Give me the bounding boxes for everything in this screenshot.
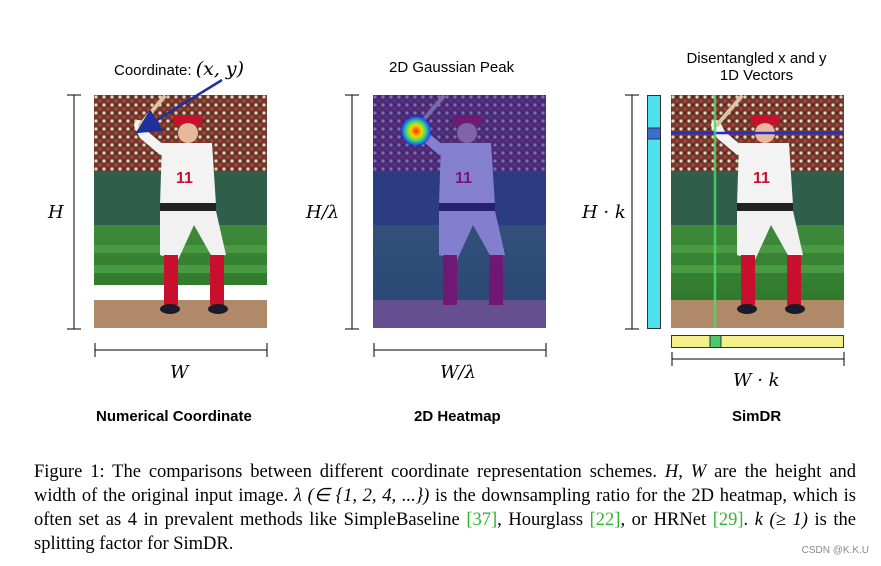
vertical-vector-peak <box>647 127 661 140</box>
caption-math-k: k (≥ 1) <box>754 510 808 530</box>
caption-text-6: . <box>743 510 755 530</box>
heatmap-title: 2D Heatmap <box>414 408 501 425</box>
simdr-height-dimension-line <box>625 94 639 330</box>
figure-caption: Figure 1: The comparisons between differ… <box>34 460 856 556</box>
heatmap-width-label: W/λ <box>440 362 476 383</box>
caption-text-5: , or HRNet <box>620 510 713 530</box>
coordinate-label-text: Coordinate: <box>114 62 196 79</box>
simdr-width-dimension-line <box>671 352 845 366</box>
simdr-illustration: 11 <box>671 95 844 328</box>
simdr-top-label: Disentangled x and y 1D Vectors <box>679 50 834 84</box>
photo-illustration: 11 <box>94 95 267 328</box>
caption-text-1: Figure 1: The comparisons between differ… <box>34 462 665 482</box>
height-dimension-line <box>67 94 81 330</box>
simdr-top-label-line2: 1D Vectors <box>719 67 794 84</box>
caption-text-4: , Hourglass <box>497 510 590 530</box>
heatmap-height-dimension-line <box>345 94 359 330</box>
baseball-player-photo: 11 <box>94 95 267 328</box>
gaussian-peak-label: 2D Gaussian Peak <box>389 59 515 76</box>
caption-math-lambda: λ (∈ {1, 2, 4, ...}) <box>293 486 430 506</box>
svg-text:11: 11 <box>176 170 193 187</box>
coordinate-arrow <box>135 78 223 134</box>
svg-text:11: 11 <box>753 170 770 187</box>
simdr-title: SimDR <box>732 408 782 425</box>
vertical-1d-vector <box>647 95 661 329</box>
simdr-width-label: W · k <box>733 370 780 391</box>
width-label: W <box>170 362 189 383</box>
gaussian-peak <box>400 115 432 147</box>
horizontal-1d-vector <box>671 335 844 348</box>
simdr-top-label-line1: Disentangled x and y <box>686 50 827 67</box>
caption-text-2: are the height and width of the original… <box>34 462 856 506</box>
watermark: CSDN @K.K.U <box>801 545 869 556</box>
width-dimension-line <box>94 343 268 357</box>
citation-link-29[interactable]: [29] <box>712 510 744 530</box>
heatmap-illustration: 11 <box>373 95 546 328</box>
caption-math-hw: H, W <box>664 462 707 482</box>
simdr-height-label: H · k <box>582 202 626 223</box>
coordinate-math: (x, y) <box>195 58 245 80</box>
coordinate-label: Coordinate: (x, y) <box>114 58 244 80</box>
simdr-photo: 11 <box>671 95 844 328</box>
height-label: H <box>48 202 64 223</box>
horizontal-vector-peak <box>709 335 722 348</box>
heatmap-photo: 11 <box>373 95 546 328</box>
numerical-coordinate-title: Numerical Coordinate <box>96 408 252 425</box>
caption-text-3: is the downsampling ratio for the 2D hea… <box>34 486 856 530</box>
heatmap-width-dimension-line <box>373 343 547 357</box>
citation-link-22[interactable]: [22] <box>589 510 621 530</box>
citation-link-37[interactable]: [37] <box>466 510 498 530</box>
heatmap-height-label: H/λ <box>306 202 340 223</box>
caption-text-7: is the splitting factor for SimDR. <box>34 510 856 554</box>
